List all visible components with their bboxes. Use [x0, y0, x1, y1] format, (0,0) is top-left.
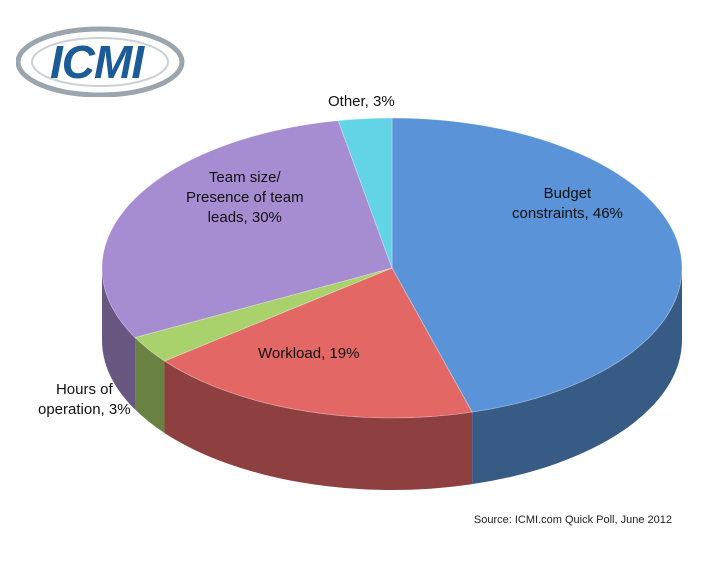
label-budget-constraints: Budget constraints, 46% [512, 185, 623, 222]
icmi-logo: ICMI [16, 26, 185, 97]
label-workload: Workload, 19% [258, 345, 360, 362]
pie-slice-workload [163, 267, 473, 419]
logo-wordmark: ICMI [50, 36, 145, 88]
label-team-size: Team size/ Presence of team leads, 30% [186, 169, 304, 226]
pie-slice-other [337, 117, 393, 269]
logo-swoosh-outer [16, 26, 185, 97]
pie-slice-budget-constraints [391, 117, 683, 413]
logo-swoosh-inner [31, 37, 169, 87]
pie-side-hours-of-operation [135, 337, 165, 434]
pie-side-workload [164, 361, 473, 490]
pie-slice-hours-of-operation [134, 267, 393, 362]
pie-slice-team-size-presence-of-team-leads [101, 120, 393, 338]
label-other: Other, 3% [328, 93, 395, 110]
pie-top-slices [101, 117, 683, 419]
pie-side-walls [102, 268, 682, 490]
source-note: Source: ICMI.com Quick Poll, June 2012 [473, 514, 672, 526]
label-hours-of-operation: Hours of operation, 3% [38, 381, 131, 418]
pie-side-budget-constraints [472, 268, 682, 485]
pie-side-team-size-presence-of-team-leads [102, 268, 136, 410]
